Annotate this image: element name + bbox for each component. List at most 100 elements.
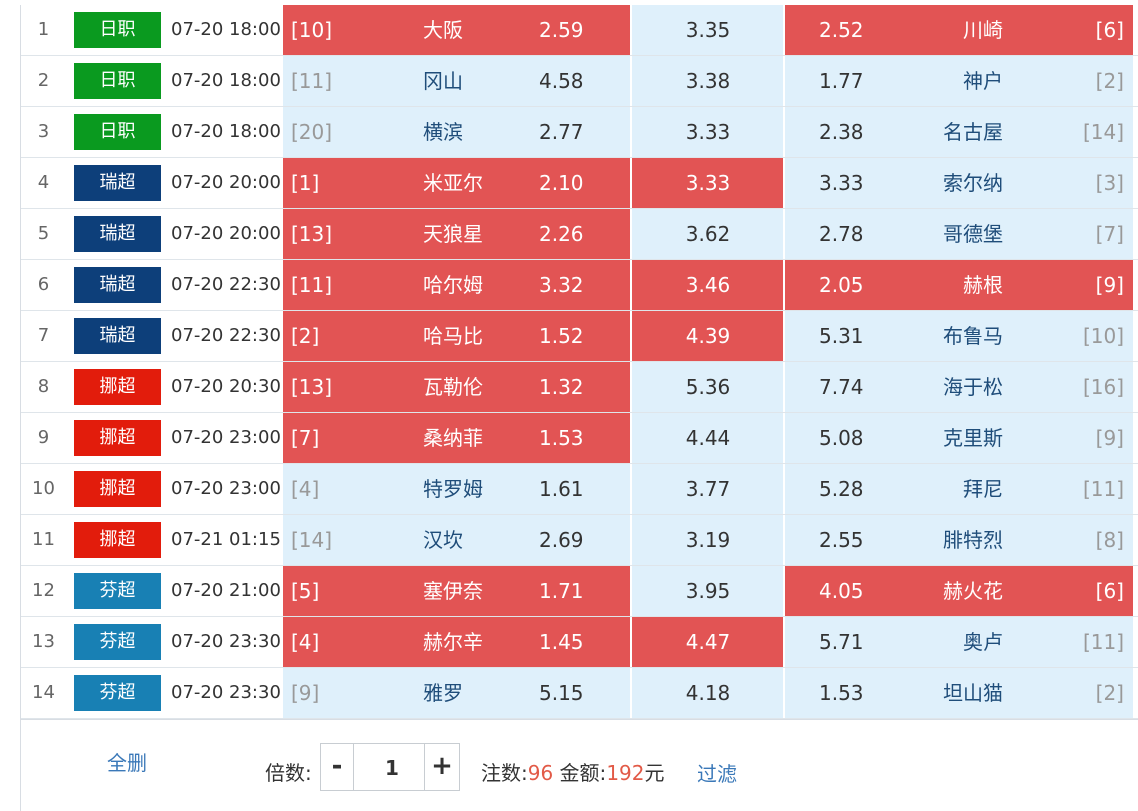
home-win-option[interactable]: [20] 横滨 2.77 xyxy=(283,107,631,157)
row-divider xyxy=(21,718,1138,719)
match-time: 07-20 23:30 xyxy=(171,631,281,652)
home-win-option[interactable]: [10] 大阪 2.59 xyxy=(283,5,631,55)
draw-option[interactable]: 3.77 xyxy=(632,464,784,514)
increase-button[interactable]: + xyxy=(424,744,459,790)
league-badge[interactable]: 挪超 xyxy=(74,471,161,507)
home-odds: 1.52 xyxy=(539,324,584,348)
league-badge[interactable]: 瑞超 xyxy=(74,165,161,201)
league-badge[interactable]: 芬超 xyxy=(74,624,161,660)
league-badge[interactable]: 芬超 xyxy=(74,675,161,711)
table-row: 9 挪超 07-20 23:00 [7] 桑纳菲 1.53 4.44 5.08 克里斯 [9] xyxy=(21,413,1138,464)
home-odds: 2.77 xyxy=(539,120,584,144)
home-team: 冈山 xyxy=(423,69,463,93)
draw-option[interactable]: 4.44 xyxy=(632,413,784,463)
away-win-option[interactable]: 5.28 拜尼 [11] xyxy=(785,464,1133,514)
match-time: 07-20 23:00 xyxy=(171,478,281,499)
league-badge[interactable]: 瑞超 xyxy=(74,318,161,354)
away-odds: 1.77 xyxy=(819,69,864,93)
away-odds: 2.78 xyxy=(819,222,864,246)
league-badge[interactable]: 日职 xyxy=(74,63,161,99)
away-team: 拜尼 xyxy=(963,477,1003,501)
draw-option[interactable]: 3.19 xyxy=(632,515,784,565)
amount-value: 192 xyxy=(606,761,645,785)
row-divider xyxy=(21,514,1138,515)
home-team: 大阪 xyxy=(423,18,463,42)
away-win-option[interactable]: 2.38 名古屋 [14] xyxy=(785,107,1133,157)
row-divider xyxy=(21,157,1138,158)
away-win-option[interactable]: 1.77 神户 [2] xyxy=(785,56,1133,106)
draw-odds: 3.19 xyxy=(685,528,731,552)
match-time: 07-20 18:00 xyxy=(171,19,281,40)
away-win-option[interactable]: 2.52 川崎 [6] xyxy=(785,5,1133,55)
draw-option[interactable]: 3.46 xyxy=(632,260,784,310)
home-win-option[interactable]: [1] 米亚尔 2.10 xyxy=(283,158,631,208)
draw-odds: 3.62 xyxy=(685,222,731,246)
home-win-option[interactable]: [4] 赫尔辛 1.45 xyxy=(283,617,631,667)
league-badge[interactable]: 挪超 xyxy=(74,420,161,456)
match-time: 07-20 20:00 xyxy=(171,223,281,244)
home-win-option[interactable]: [2] 哈马比 1.52 xyxy=(283,311,631,361)
bet-summary: 注数:96 金额:192元 xyxy=(481,757,665,786)
home-rank: [4] xyxy=(291,630,320,654)
match-index: 10 xyxy=(32,478,55,499)
home-odds: 2.26 xyxy=(539,222,584,246)
league-badge[interactable]: 日职 xyxy=(74,114,161,150)
draw-option[interactable]: 3.95 xyxy=(632,566,784,616)
table-row: 6 瑞超 07-20 22:30 [11] 哈尔姆 3.32 3.46 2.05 赫根 [9] xyxy=(21,260,1138,311)
league-badge[interactable]: 日职 xyxy=(74,12,161,48)
draw-option[interactable]: 5.36 xyxy=(632,362,784,412)
row-divider xyxy=(21,361,1138,362)
decrease-button[interactable]: - xyxy=(321,744,354,790)
league-badge[interactable]: 挪超 xyxy=(74,369,161,405)
draw-option[interactable]: 3.62 xyxy=(632,209,784,259)
home-rank: [14] xyxy=(291,528,333,552)
draw-option[interactable]: 3.38 xyxy=(632,56,784,106)
match-index: 5 xyxy=(37,223,50,244)
multiplier-input[interactable] xyxy=(355,746,429,790)
draw-odds: 4.44 xyxy=(685,426,731,450)
home-win-option[interactable]: [13] 天狼星 2.26 xyxy=(283,209,631,259)
table-row: 13 芬超 07-20 23:30 [4] 赫尔辛 1.45 4.47 5.71 奥卢 [11] xyxy=(21,617,1138,668)
away-win-option[interactable]: 5.08 克里斯 [9] xyxy=(785,413,1133,463)
away-win-option[interactable]: 5.71 奥卢 [11] xyxy=(785,617,1133,667)
draw-option[interactable]: 3.35 xyxy=(632,5,784,55)
league-badge[interactable]: 挪超 xyxy=(74,522,161,558)
table-row: 7 瑞超 07-20 22:30 [2] 哈马比 1.52 4.39 5.31 布鲁马 [10] xyxy=(21,311,1138,362)
away-win-option[interactable]: 7.74 海于松 [16] xyxy=(785,362,1133,412)
home-win-option[interactable]: [11] 冈山 4.58 xyxy=(283,56,631,106)
home-win-option[interactable]: [4] 特罗姆 1.61 xyxy=(283,464,631,514)
home-odds: 1.32 xyxy=(539,375,584,399)
home-win-option[interactable]: [11] 哈尔姆 3.32 xyxy=(283,260,631,310)
away-win-option[interactable]: 1.53 坦山猫 [2] xyxy=(785,668,1133,718)
away-rank: [2] xyxy=(1095,681,1124,705)
home-win-option[interactable]: [13] 瓦勒伦 1.32 xyxy=(283,362,631,412)
row-divider xyxy=(21,106,1138,107)
table-row: 2 日职 07-20 18:00 [11] 冈山 4.58 3.38 1.77 神户 [2] xyxy=(21,56,1138,107)
row-divider xyxy=(21,259,1138,260)
draw-option[interactable]: 4.47 xyxy=(632,617,784,667)
home-win-option[interactable]: [7] 桑纳菲 1.53 xyxy=(283,413,631,463)
away-team: 布鲁马 xyxy=(943,324,1003,348)
draw-option[interactable]: 3.33 xyxy=(632,158,784,208)
home-win-option[interactable]: [5] 塞伊奈 1.71 xyxy=(283,566,631,616)
away-win-option[interactable]: 2.78 哥德堡 [7] xyxy=(785,209,1133,259)
table-row: 11 挪超 07-21 01:15 [14] 汉坎 2.69 3.19 2.55 腓特烈 [8] xyxy=(21,515,1138,566)
home-win-option[interactable]: [9] 雅罗 5.15 xyxy=(283,668,631,718)
draw-odds: 4.39 xyxy=(685,324,731,348)
away-win-option[interactable]: 2.05 赫根 [9] xyxy=(785,260,1133,310)
home-team: 哈马比 xyxy=(423,324,483,348)
away-win-option[interactable]: 3.33 索尔纳 [3] xyxy=(785,158,1133,208)
away-win-option[interactable]: 4.05 赫火花 [6] xyxy=(785,566,1133,616)
filter-link[interactable]: 过滤 xyxy=(697,762,737,786)
away-win-option[interactable]: 5.31 布鲁马 [10] xyxy=(785,311,1133,361)
league-badge[interactable]: 瑞超 xyxy=(74,267,161,303)
home-win-option[interactable]: [14] 汉坎 2.69 xyxy=(283,515,631,565)
draw-option[interactable]: 4.18 xyxy=(632,668,784,718)
league-badge[interactable]: 瑞超 xyxy=(74,216,161,252)
home-rank: [20] xyxy=(291,120,333,144)
clear-all-button[interactable]: 全删 xyxy=(107,751,147,775)
draw-option[interactable]: 4.39 xyxy=(632,311,784,361)
draw-option[interactable]: 3.33 xyxy=(632,107,784,157)
league-badge[interactable]: 芬超 xyxy=(74,573,161,609)
away-win-option[interactable]: 2.55 腓特烈 [8] xyxy=(785,515,1133,565)
